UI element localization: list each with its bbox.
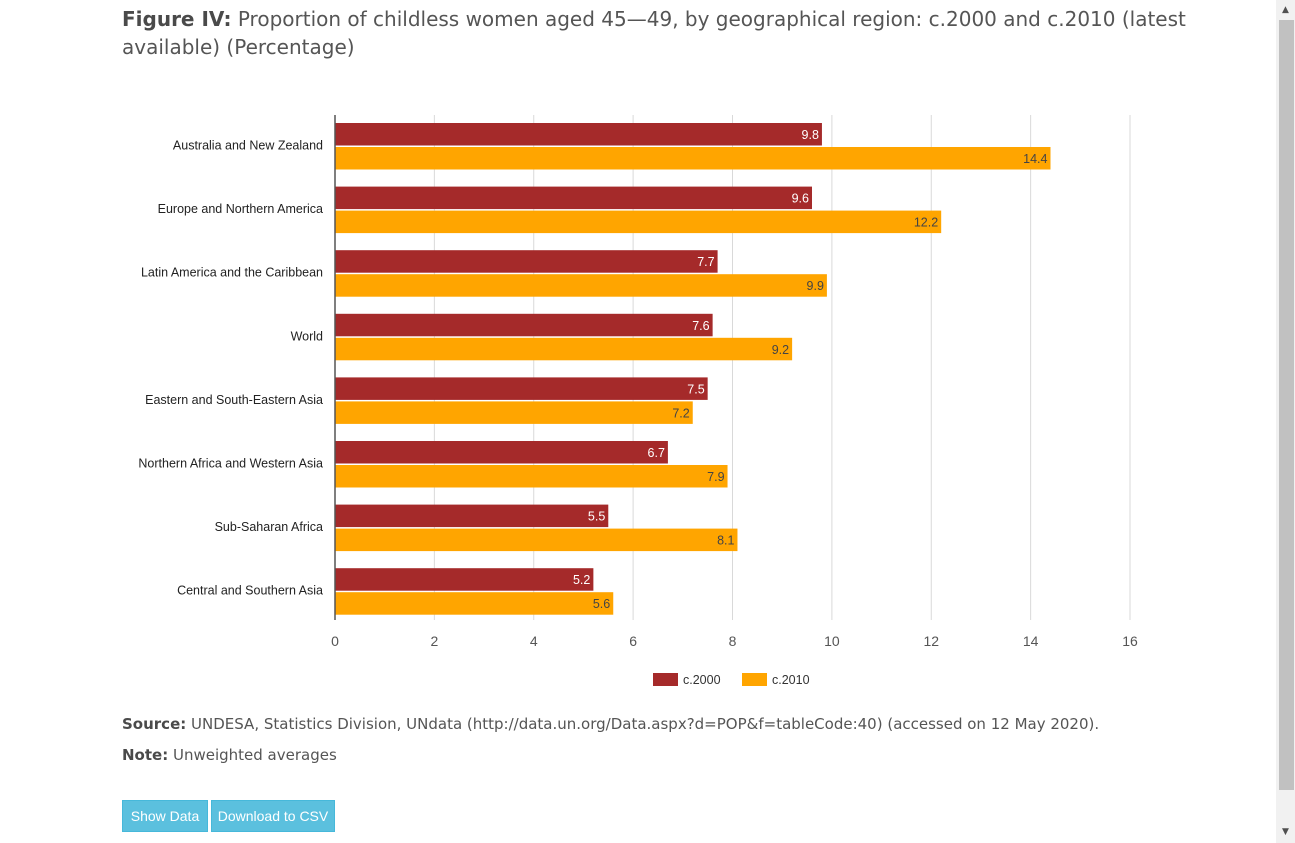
data-label: 9.6 [792,192,809,206]
category-label: Europe and Northern America [158,202,323,216]
source-text: UNDESA, Statistics Division, UNdata (htt… [191,715,1100,733]
bar-c2000 [335,504,609,528]
data-label: 8.1 [717,534,734,548]
data-label: 7.5 [687,382,704,396]
legend-label: c.2000 [683,673,721,687]
category-label: Northern Africa and Western Asia [138,457,323,471]
bar-c2000 [335,123,822,146]
download-csv-button[interactable]: Download to CSV [211,800,335,832]
x-tick-label: 8 [729,633,737,649]
triangle-down-icon[interactable]: ▼ [1282,827,1289,837]
bar-c2010 [335,274,827,297]
category-label: Latin America and the Caribbean [141,266,323,280]
bar-c2000 [335,186,812,210]
data-label: 7.7 [697,255,714,269]
data-label: 5.2 [573,573,590,587]
category-label: Australia and New Zealand [173,139,323,153]
bar-c2010 [335,210,942,234]
bar-c2000 [335,313,713,337]
data-label: 9.8 [802,128,819,142]
note-text: Unweighted averages [172,746,337,764]
x-tick-label: 4 [530,633,538,649]
data-label: 7.2 [672,406,689,420]
legend-swatch [742,673,767,686]
bar-c2010 [335,528,738,552]
bar-chart: 0 2 4 6 8 10 12 14 16 Australia and New Zealand 9.… [138,115,1138,687]
legend-swatch [653,673,678,686]
x-tick-label: 12 [923,633,939,649]
x-tick-label: 0 [331,633,339,649]
bar-c2010 [335,592,614,615]
bar-c2000 [335,377,708,400]
category-label: Sub-Saharan Africa [215,520,323,534]
x-tick-label: 10 [824,633,840,649]
data-label: 5.6 [593,597,610,611]
figure-label: Figure IV: [122,7,232,31]
x-tick-label: 16 [1122,633,1138,649]
show-data-button[interactable]: Show Data [122,800,208,832]
legend-label: c.2010 [772,673,810,687]
x-tick-label: 2 [430,633,438,649]
bar-c2000 [335,568,594,591]
bar-c2010 [335,147,1051,170]
data-label: 9.2 [772,343,789,357]
figure-title-text: Proportion of childless women aged 45—49… [122,7,1186,59]
bar-c2010 [335,401,693,424]
category-label: Central and Southern Asia [177,584,323,598]
figure-title: Figure IV: Proportion of childless women… [122,5,1232,61]
data-label: 14.4 [1023,152,1047,166]
scrollbar-thumb[interactable] [1279,20,1294,790]
x-tick-label: 14 [1023,633,1039,649]
data-label: 7.6 [692,319,709,333]
note: Note: Unweighted averages [122,746,337,764]
bar-c2010 [335,337,793,361]
bar-c2010 [335,465,728,488]
category-label: World [291,329,323,343]
note-label: Note: [122,746,169,764]
data-label: 7.9 [707,470,724,484]
x-tick-label: 6 [629,633,637,649]
bar-c2000 [335,250,718,273]
data-label: 9.9 [807,279,824,293]
triangle-up-icon[interactable]: ▲ [1282,5,1289,15]
data-label: 5.5 [588,510,605,524]
category-label: Eastern and South-Eastern Asia [145,393,323,407]
bar-c2000 [335,441,668,464]
source-label: Source: [122,715,187,733]
source-note: Source: UNDESA, Statistics Division, UNd… [122,715,1099,733]
data-label: 12.2 [914,216,938,230]
vertical-scrollbar[interactable]: ▲ ▼ [1276,0,1295,843]
data-label: 6.7 [648,446,665,460]
